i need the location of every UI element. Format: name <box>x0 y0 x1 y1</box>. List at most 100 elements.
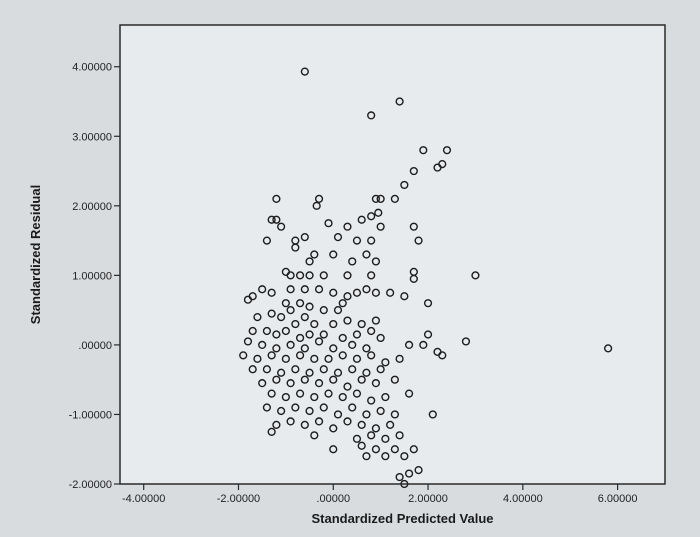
data-point <box>386 288 395 297</box>
data-point <box>281 326 290 336</box>
data-point <box>300 67 309 76</box>
data-point <box>423 299 433 308</box>
data-point <box>281 392 290 402</box>
data-point <box>286 271 295 280</box>
data-point <box>400 292 409 301</box>
data-point <box>362 344 371 353</box>
data-point <box>409 222 418 231</box>
data-point <box>286 340 295 350</box>
data-point <box>310 319 319 329</box>
data-point <box>324 219 333 228</box>
data-point <box>277 406 286 416</box>
data-point <box>277 368 286 377</box>
data-point <box>348 403 357 412</box>
data-point <box>362 250 371 259</box>
data-point <box>305 257 314 266</box>
data-point <box>423 330 433 339</box>
data-point <box>390 375 399 384</box>
data-point <box>395 354 404 363</box>
y-tick-label: .00000 <box>78 340 112 352</box>
data-point <box>262 403 272 412</box>
data-point <box>333 306 343 315</box>
data-point <box>367 396 376 405</box>
data-point <box>371 194 381 203</box>
data-point <box>367 236 376 245</box>
data-point <box>338 299 347 308</box>
data-point <box>286 285 295 294</box>
data-point <box>343 417 352 426</box>
plot-area <box>120 25 665 484</box>
data-point <box>300 312 309 322</box>
data-point <box>253 354 262 363</box>
data-point <box>300 420 309 429</box>
data-point <box>414 465 423 475</box>
data-point <box>343 316 352 325</box>
data-point <box>367 212 376 221</box>
data-point <box>343 382 352 391</box>
data-point <box>374 208 383 217</box>
data-point <box>357 420 366 429</box>
data-point <box>300 233 309 242</box>
data-point <box>272 344 281 353</box>
data-point <box>239 351 248 360</box>
data-point <box>428 410 437 419</box>
data-point <box>300 285 309 294</box>
data-point <box>267 351 276 360</box>
data-point <box>319 306 328 315</box>
data-point <box>343 271 352 280</box>
data-point <box>343 292 352 301</box>
data-point <box>258 340 267 350</box>
data-point <box>272 330 281 339</box>
data-point <box>329 375 338 384</box>
data-point <box>343 222 352 231</box>
data-point <box>471 271 480 280</box>
y-tick-label: 2.00000 <box>72 201 112 213</box>
data-point <box>386 420 395 429</box>
data-point <box>267 309 276 318</box>
data-point <box>310 431 319 440</box>
data-point <box>329 344 338 353</box>
data-point <box>314 194 324 203</box>
data-point <box>300 375 309 384</box>
data-point <box>348 257 357 266</box>
data-point <box>324 389 333 398</box>
data-point <box>319 403 328 412</box>
data-point <box>314 417 324 426</box>
data-point <box>362 452 371 461</box>
data-point <box>291 319 300 329</box>
data-point <box>248 365 257 374</box>
data-point <box>371 445 381 454</box>
data-point <box>305 330 314 339</box>
data-point <box>267 288 276 297</box>
data-point <box>286 379 295 388</box>
data-point <box>272 375 281 384</box>
x-tick-label: -4.00000 <box>122 493 165 505</box>
data-point <box>267 215 276 224</box>
x-tick-label: .00000 <box>316 493 350 505</box>
data-point <box>367 111 376 120</box>
data-point <box>348 340 357 350</box>
data-point <box>329 250 338 259</box>
data-point <box>390 445 399 454</box>
data-point <box>395 97 404 106</box>
data-point <box>258 379 267 388</box>
data-point <box>253 312 262 322</box>
data-point <box>371 379 381 388</box>
data-point <box>281 299 290 308</box>
data-point <box>404 469 414 478</box>
data-point <box>243 295 253 304</box>
data-point <box>319 365 328 374</box>
data-point <box>381 452 390 461</box>
data-point <box>338 392 347 402</box>
data-point <box>295 389 305 398</box>
data-point <box>291 403 300 412</box>
data-point <box>419 146 428 155</box>
data-point <box>381 434 390 443</box>
data-point <box>305 271 314 280</box>
data-point <box>352 330 362 339</box>
data-point <box>305 406 314 416</box>
data-point <box>291 365 300 374</box>
y-tick-label: -1.00000 <box>69 409 112 421</box>
data-point <box>352 236 362 245</box>
y-axis-title: Standardized Residual <box>28 185 43 324</box>
